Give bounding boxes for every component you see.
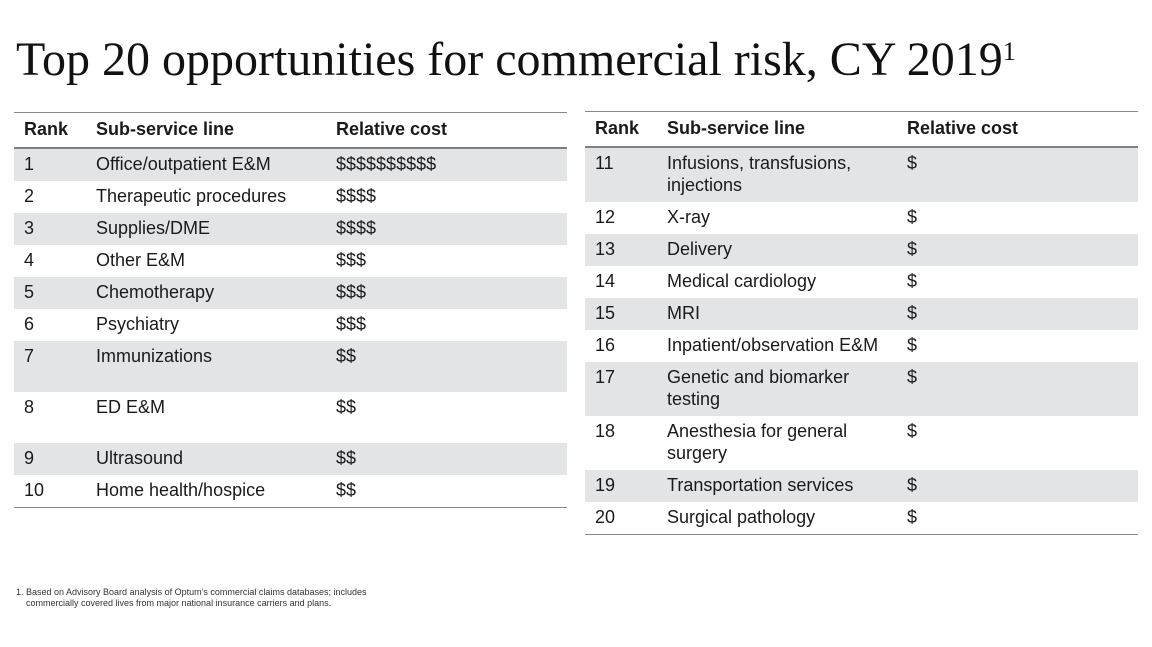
- sub-service-line-cell: Inpatient/observation E&M: [667, 335, 879, 355]
- relative-cost-cell: $$$: [336, 314, 367, 334]
- rank-cell: 19: [595, 475, 616, 495]
- table-row: 16 Inpatient/observation E&M $: [585, 330, 1138, 362]
- sub-service-line-cell: Supplies/DME: [96, 218, 211, 238]
- table-row: 17 Genetic and biomarker testing $: [585, 362, 1138, 416]
- table-row: 1 Office/outpatient E&M $$$$$$$$$$: [14, 148, 567, 181]
- column-header-sub-service-line: Sub-service line: [667, 118, 806, 138]
- relative-cost-cell: $: [907, 239, 918, 259]
- relative-cost-cell: $$: [336, 480, 357, 500]
- relative-cost-cell: $$: [336, 397, 357, 417]
- column-header-rank: Rank: [24, 119, 69, 139]
- rank-cell: 6: [24, 314, 35, 334]
- column-header-sub-service-line: Sub-service line: [96, 119, 235, 139]
- rank-cell: 10: [24, 480, 45, 500]
- sub-service-line-cell: Therapeutic procedures: [96, 186, 287, 206]
- relative-cost-cell: $$$$$$$$$$: [336, 154, 437, 174]
- sub-service-line-cell: Ultrasound: [96, 448, 184, 468]
- rank-cell: 16: [595, 335, 616, 355]
- table-row: 8 ED E&M $$: [14, 392, 567, 443]
- table-row: 11 Infusions, transfusions, injections $: [585, 147, 1138, 202]
- table-row: 9 Ultrasound $$: [14, 443, 567, 475]
- sub-service-line-cell: Psychiatry: [96, 314, 180, 334]
- table-row: 20 Surgical pathology $: [585, 502, 1138, 535]
- relative-cost-cell: $$: [336, 448, 357, 468]
- table-row: 18 Anesthesia for general surgery $: [585, 416, 1138, 470]
- relative-cost-cell: $$$$: [336, 218, 377, 238]
- sub-service-line-cell: Anesthesia for general surgery: [667, 421, 848, 463]
- rank-cell: 1: [24, 154, 35, 174]
- sub-service-line-cell: Surgical pathology: [667, 507, 816, 527]
- relative-cost-cell: $$$: [336, 250, 367, 270]
- sub-service-line-cell: Office/outpatient E&M: [96, 154, 271, 174]
- table-row: 14 Medical cardiology $: [585, 266, 1138, 298]
- sub-service-line-cell: Transportation services: [667, 475, 854, 495]
- title-footnote-ref: 1: [1002, 37, 1016, 66]
- rank-cell: 5: [24, 282, 35, 302]
- table-row: 19 Transportation services $: [585, 470, 1138, 502]
- rank-cell: 14: [595, 271, 616, 291]
- column-header-relative-cost: Relative cost: [907, 118, 1019, 138]
- column-header-rank: Rank: [595, 118, 640, 138]
- rank-cell: 8: [24, 397, 35, 417]
- table-row: 3 Supplies/DME $$$$: [14, 213, 567, 245]
- page-title: Top 20 opportunities for commercial risk…: [16, 28, 1016, 92]
- relative-cost-cell: $$: [336, 346, 357, 366]
- table-row: 12 X-ray $: [585, 202, 1138, 234]
- sub-service-line-cell: Medical cardiology: [667, 271, 817, 291]
- relative-cost-cell: $$$: [336, 282, 367, 302]
- relative-cost-cell: $: [907, 335, 918, 355]
- rank-cell: 2: [24, 186, 35, 206]
- sub-service-line-cell: Genetic and biomarker testing: [667, 367, 850, 409]
- rank-cell: 15: [595, 303, 616, 323]
- table-row: 15 MRI $: [585, 298, 1138, 330]
- rank-cell: 9: [24, 448, 35, 468]
- rank-cell: 11: [595, 153, 614, 173]
- footnote: 1. Based on Advisory Board analysis of Op…: [16, 587, 436, 609]
- ranking-table-right: Rank Sub-service line Relative cost 11 In…: [585, 111, 1138, 535]
- sub-service-line-cell: ED E&M: [96, 397, 166, 417]
- page-title-text: Top 20 opportunities for commercial risk…: [16, 33, 1003, 86]
- table-header-row: Rank Sub-service line Relative cost: [585, 111, 1138, 147]
- sub-service-line-cell: Chemotherapy: [96, 282, 215, 302]
- table-row: 4 Other E&M $$$: [14, 245, 567, 277]
- column-header-relative-cost: Relative cost: [336, 119, 448, 139]
- rank-cell: 20: [595, 507, 616, 527]
- sub-service-line-cell: MRI: [667, 303, 700, 323]
- sub-service-line-cell: Other E&M: [96, 250, 186, 270]
- sub-service-line-cell: X-ray: [667, 207, 711, 227]
- relative-cost-cell: $: [907, 421, 918, 441]
- relative-cost-cell: $: [907, 475, 918, 495]
- rank-cell: 17: [595, 367, 616, 387]
- sub-service-line-cell: Home health/hospice: [96, 480, 266, 500]
- ranking-table-left: Rank Sub-service line Relative cost 1 Off…: [14, 112, 567, 508]
- relative-cost-cell: $$$$: [336, 186, 377, 206]
- table-row: 10 Home health/hospice $$: [14, 475, 567, 508]
- relative-cost-cell: $: [907, 303, 918, 323]
- sub-service-line-cell: Infusions, transfusions, injections: [667, 153, 852, 195]
- footnote-number: 1.: [16, 587, 24, 597]
- table-row: 6 Psychiatry $$$: [14, 309, 567, 341]
- table-row: 13 Delivery $: [585, 234, 1138, 266]
- relative-cost-cell: $: [907, 207, 918, 227]
- sub-service-line-cell: Delivery: [667, 239, 733, 259]
- rank-cell: 4: [24, 250, 35, 270]
- rank-cell: 13: [595, 239, 616, 259]
- relative-cost-cell: $: [907, 367, 918, 387]
- relative-cost-cell: $: [907, 507, 918, 527]
- relative-cost-cell: $: [907, 271, 918, 291]
- relative-cost-cell: $: [907, 153, 918, 173]
- rank-cell: 3: [24, 218, 35, 238]
- rank-cell: 12: [595, 207, 616, 227]
- table-row: 7 Immunizations $$: [14, 341, 567, 392]
- rank-cell: 7: [24, 346, 35, 366]
- table-row: 5 Chemotherapy $$$: [14, 277, 567, 309]
- footnote-text: Based on Advisory Board analysis of Optu…: [26, 587, 367, 608]
- table-header-row: Rank Sub-service line Relative cost: [14, 112, 567, 148]
- sub-service-line-cell: Immunizations: [96, 346, 213, 366]
- rank-cell: 18: [595, 421, 616, 441]
- table-row: 2 Therapeutic procedures $$$$: [14, 181, 567, 213]
